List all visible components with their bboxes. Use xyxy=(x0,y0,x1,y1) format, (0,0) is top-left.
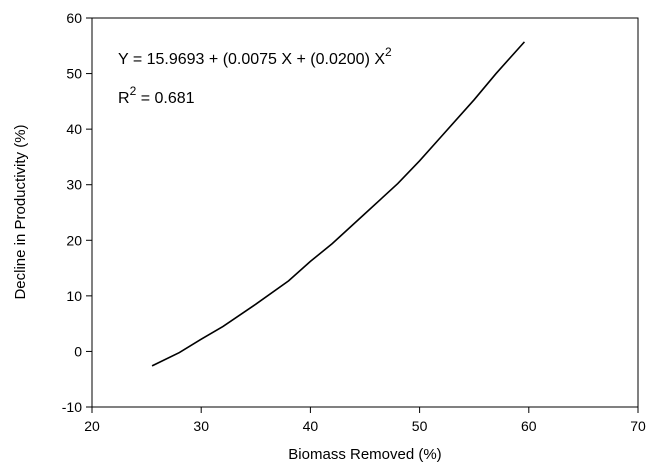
y-axis: -10 0 10 20 30 40 50 60 xyxy=(62,10,92,415)
y-tick-label: 0 xyxy=(74,343,82,359)
series-line xyxy=(151,41,526,367)
x-tick-label: 50 xyxy=(412,418,428,434)
y-tick-label: 60 xyxy=(66,10,82,26)
x-tick-label: 70 xyxy=(630,418,646,434)
x-tick-label: 30 xyxy=(193,418,209,434)
plot-frame xyxy=(91,17,639,408)
y-tick-label: 10 xyxy=(66,288,82,304)
equation-annotation: Y = 15.9693 + (0.0075 X + (0.0200) X2 xyxy=(118,45,392,68)
y-tick-label: -10 xyxy=(62,399,82,415)
y-tick-label: 20 xyxy=(66,232,82,248)
y-tick-label: 50 xyxy=(66,66,82,82)
y-axis-title: Decline in Productivity (%) xyxy=(12,124,29,299)
x-axis-title: Biomass Removed (%) xyxy=(288,446,441,463)
y-tick-label: 30 xyxy=(66,177,82,193)
r-squared-annotation: R2 = 0.681 xyxy=(118,84,195,107)
x-axis: 20 30 40 50 60 70 xyxy=(84,407,646,434)
y-tick-label: 40 xyxy=(66,121,82,137)
x-tick-label: 20 xyxy=(84,418,100,434)
x-tick-label: 60 xyxy=(521,418,537,434)
x-tick-label: 40 xyxy=(303,418,319,434)
